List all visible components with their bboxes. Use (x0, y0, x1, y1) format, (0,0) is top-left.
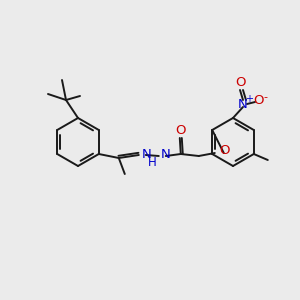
Text: +: + (245, 94, 253, 104)
Text: O: O (254, 94, 264, 107)
Text: -: - (263, 92, 267, 102)
Text: N: N (161, 148, 170, 161)
Text: N: N (238, 98, 248, 110)
Text: H: H (148, 155, 157, 169)
Text: O: O (236, 76, 246, 89)
Text: O: O (219, 145, 229, 158)
Text: O: O (176, 124, 186, 136)
Text: N: N (142, 148, 152, 160)
